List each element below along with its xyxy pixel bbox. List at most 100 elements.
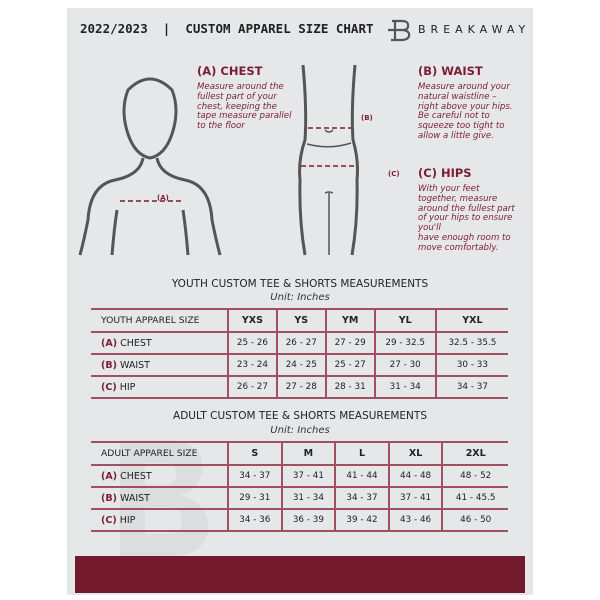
- text-line: chest, keeping the: [197, 101, 277, 112]
- hips-marker: (C): [388, 170, 400, 178]
- table-cell: 32.5 - 35.5: [434, 332, 508, 355]
- measure-label: (C) HIP: [91, 376, 228, 399]
- text-line: move comfortably.: [418, 242, 499, 253]
- table-cell: 44 - 48: [387, 465, 443, 488]
- text-line: Measure around the: [197, 82, 284, 92]
- page-title: 2022/2023 | CUSTOM APPAREL SIZE CHART: [80, 21, 374, 36]
- table-cell: 26 - 27: [227, 376, 277, 399]
- youth-size-table: YOUTH APPAREL SIZE YXS YS YM YL YXL (A) CHEST 2…: [91, 308, 508, 399]
- footer-band: [75, 556, 525, 593]
- size-header: L: [334, 441, 389, 466]
- table-cell: 31 - 34: [373, 376, 436, 399]
- text-line: Measure around your: [418, 82, 510, 92]
- measure-name: CHEST: [120, 337, 152, 349]
- size-header: YM: [324, 308, 375, 333]
- text-line: With your feet: [418, 184, 480, 194]
- table-cell: 27 - 29: [324, 332, 375, 355]
- youth-heading: YOUTH CUSTOM TEE & SHORTS MEASUREMENTS: [171, 278, 429, 290]
- measure-label: (A) CHEST: [91, 332, 228, 355]
- table-cell: 41 - 45.5: [441, 487, 508, 510]
- table-cell: 29 - 31: [227, 487, 282, 510]
- table-cell: 29 - 32.5: [373, 332, 436, 355]
- adult-unit: Unit: Inches: [270, 425, 330, 436]
- chest-instructions: (A) CHEST Measure around the fullest part…: [197, 64, 292, 132]
- table-cell: 31 - 34: [280, 487, 336, 510]
- size-header: M: [280, 441, 336, 466]
- table-cell: 34 - 36: [227, 509, 282, 532]
- table-cell: 37 - 41: [387, 487, 443, 510]
- measure-label: (C) HIP: [91, 509, 228, 532]
- chest-marker: (A): [157, 194, 169, 202]
- adult-size-table: ADULT APPAREL SIZE S M L XL 2XL (A) CHEST 34 - …: [91, 441, 508, 532]
- table-cell: 30 - 33: [434, 354, 508, 377]
- waist-instructions: (B) WAIST Measure around your natural wai…: [418, 64, 513, 142]
- waist-marker: (B): [361, 114, 373, 122]
- size-header: S: [227, 441, 282, 466]
- table-cell: 25 - 27: [324, 354, 375, 377]
- youth-unit: Unit: Inches: [270, 292, 330, 303]
- table-cell: 39 - 42: [334, 509, 389, 532]
- table-cell: 34 - 37: [227, 465, 282, 488]
- text-line: natural waistline –: [418, 91, 497, 102]
- measure-code: (A): [101, 470, 118, 482]
- brand-logo-icon: [388, 19, 411, 42]
- adult-heading: ADULT CUSTOM TEE & SHORTS MEASUREMENTS: [173, 410, 427, 422]
- measure-code: (A): [101, 337, 118, 349]
- text-line: fullest part of your: [197, 91, 277, 102]
- table-cell: 37 - 41: [280, 465, 336, 488]
- text-line: tape measure parallel: [197, 111, 292, 122]
- size-label: YOUTH APPAREL SIZE: [91, 308, 228, 333]
- text-line: together, measure: [418, 193, 498, 204]
- table-cell: 46 - 50: [441, 509, 508, 532]
- text-line: you'll: [418, 223, 441, 234]
- waist-heading: (B) WAIST: [418, 64, 483, 78]
- measure-name: WAIST: [119, 359, 150, 371]
- measure-label: (A) CHEST: [91, 465, 228, 488]
- table-cell: 24 - 25: [275, 354, 326, 377]
- hips-heading: (C) HIPS: [418, 166, 472, 180]
- text-line: squeeze too tight to: [418, 121, 505, 132]
- size-label: ADULT APPAREL SIZE: [91, 441, 228, 466]
- table-cell: 34 - 37: [334, 487, 389, 510]
- table-row: (B) WAIST 23 - 24 24 - 25 25 - 27 27 - 30 30 …: [91, 354, 508, 377]
- table-row: (C) HIP 26 - 27 27 - 28 28 - 31 31 - 34 34 - …: [91, 376, 508, 399]
- table-cell: 26 - 27: [275, 332, 326, 355]
- table-cell: 43 - 46: [387, 509, 443, 532]
- text-line: of your hips to ensure: [418, 213, 513, 224]
- measure-code: (B): [101, 492, 117, 504]
- text-line: around the fullest part: [418, 203, 515, 214]
- size-header: XL: [387, 441, 443, 466]
- table-cell: 28 - 31: [324, 376, 375, 399]
- table-cell: 48 - 52: [441, 465, 508, 488]
- table-row: (A) CHEST 25 - 26 26 - 27 27 - 29 29 - 32.5 3…: [91, 332, 508, 355]
- measure-label: (B) WAIST: [91, 487, 228, 510]
- table-cell: 27 - 30: [373, 354, 436, 377]
- measure-name: CHEST: [120, 470, 152, 482]
- measure-name: HIP: [119, 514, 136, 526]
- table-cell: 27 - 28: [275, 376, 326, 399]
- table-cell: 25 - 26: [227, 332, 277, 355]
- table-row: (B) WAIST 29 - 31 31 - 34 34 - 37 37 - 41 41 …: [91, 487, 508, 510]
- table-cell: 41 - 44: [334, 465, 389, 488]
- size-header: YXL: [434, 308, 508, 333]
- size-header: YL: [373, 308, 436, 333]
- hips-instructions: (C) HIPS With your feet together, measure…: [418, 166, 515, 254]
- measure-code: (C): [101, 381, 117, 393]
- header-row: ADULT APPAREL SIZE S M L XL 2XL: [91, 441, 508, 466]
- size-header: YXS: [227, 308, 277, 333]
- measure-code: (C): [101, 514, 117, 526]
- text-line: to the floor: [197, 121, 245, 132]
- chest-heading: (A) CHEST: [197, 64, 263, 78]
- measure-name: HIP: [119, 381, 136, 393]
- table-cell: 36 - 39: [280, 509, 336, 532]
- table-cell: 34 - 37: [434, 376, 508, 399]
- size-header: YS: [275, 308, 326, 333]
- text-line: Be careful not to: [418, 111, 490, 122]
- measure-name: WAIST: [119, 492, 150, 504]
- table-row: (A) CHEST 34 - 37 37 - 41 41 - 44 44 - 48 48 …: [91, 465, 508, 488]
- text-line: have enough room to: [418, 232, 511, 243]
- brand-name: BREAKAWAY: [418, 23, 531, 36]
- measure-label: (B) WAIST: [91, 354, 228, 377]
- table-row: (C) HIP 34 - 36 36 - 39 39 - 42 43 - 46 46 - …: [91, 509, 508, 532]
- text-line: allow a little give.: [418, 130, 494, 141]
